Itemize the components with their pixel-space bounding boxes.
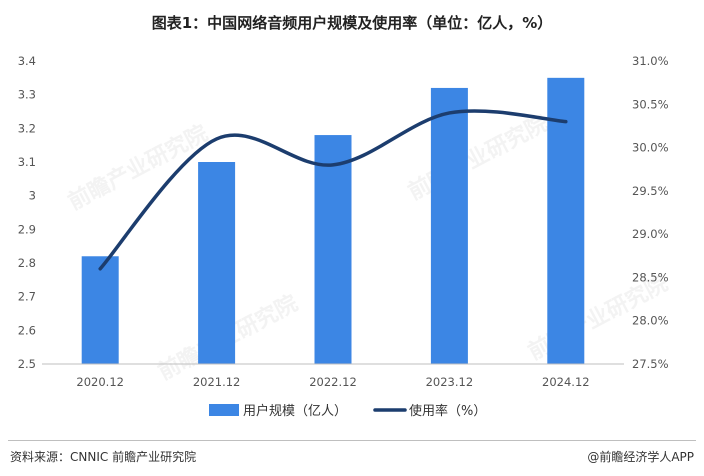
y-left-tick-label: 2.8 xyxy=(18,256,36,270)
x-tick-label: 2023.12 xyxy=(426,375,474,389)
y-right-tick-label: 30.0% xyxy=(632,141,669,155)
bar-2021.12 xyxy=(198,162,236,364)
footer-divider xyxy=(8,440,696,441)
y-left-tick-label: 3.1 xyxy=(18,155,36,169)
legend: 用户规模（亿人） 使用率（%） xyxy=(209,403,486,419)
legend-bar-label: 用户规模（亿人） xyxy=(243,403,347,419)
y-right-tick-label: 29.0% xyxy=(632,227,669,241)
x-tick-label: 2021.12 xyxy=(193,375,241,389)
bar-2020.12 xyxy=(81,256,119,364)
bar-2023.12 xyxy=(430,87,468,364)
bar-2024.12 xyxy=(547,77,585,364)
chart-title: 图表1：中国网络音频用户规模及使用率（单位：亿人，%） xyxy=(151,14,553,32)
y-left-tick-label: 3.4 xyxy=(18,54,36,68)
brand-label: @前瞻经济学人APP xyxy=(587,450,694,464)
axes: 2020.12 2021.12 2022.12 2023.12 2024.12 3.4 3.… xyxy=(18,54,669,389)
y-right-tick-label: 28.5% xyxy=(632,270,669,284)
x-tick-label: 2020.12 xyxy=(76,375,124,389)
y-left-tick-label: 3 xyxy=(29,189,36,203)
legend-bar-swatch xyxy=(209,404,239,416)
x-tick-label: 2024.12 xyxy=(542,375,590,389)
bar-2022.12 xyxy=(314,135,352,364)
bar-series xyxy=(81,77,585,364)
y-left-tick-label: 2.7 xyxy=(18,290,36,304)
legend-line-label: 使用率（%） xyxy=(409,403,486,419)
y-left-tick-label: 2.5 xyxy=(18,357,36,371)
line-series xyxy=(98,109,568,271)
y-right-tick-label: 29.5% xyxy=(632,184,669,198)
x-tick-label: 2022.12 xyxy=(309,375,357,389)
usage-rate-line xyxy=(98,109,568,271)
y-right-tick-label: 28.0% xyxy=(632,314,669,328)
y-left-tick-label: 3.3 xyxy=(18,88,36,102)
y-left-tick-label: 2.6 xyxy=(18,323,36,337)
y-right-tick-label: 31.0% xyxy=(632,54,669,68)
y-right-tick-label: 27.5% xyxy=(632,357,669,371)
y-left-tick-label: 3.2 xyxy=(18,121,36,135)
y-left-tick-label: 2.9 xyxy=(18,222,36,236)
y-right-tick-label: 30.5% xyxy=(632,97,669,111)
source-note: 资料来源：CNNIC 前瞻产业研究院 xyxy=(10,450,197,464)
